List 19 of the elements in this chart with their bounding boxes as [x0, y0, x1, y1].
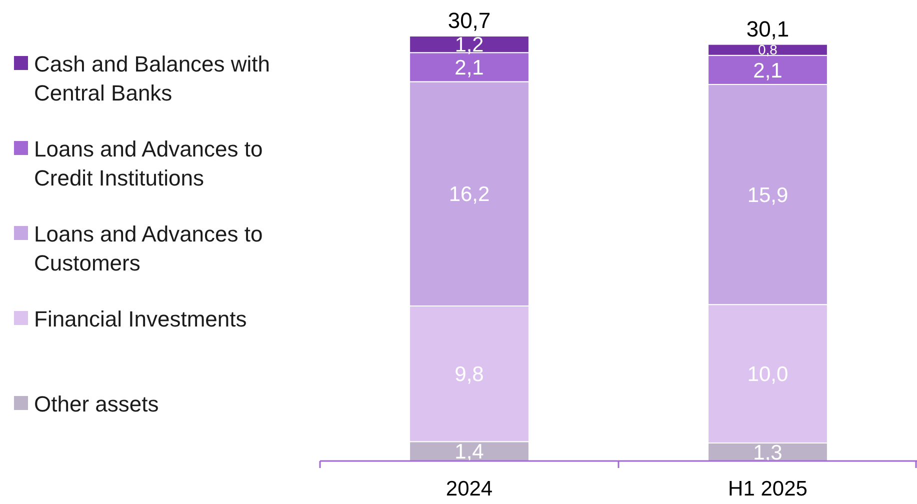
legend-label: Loans and Advances to Customers — [34, 222, 263, 276]
legend-label: Other assets — [34, 392, 159, 417]
data-label: 1,4 — [454, 440, 484, 464]
data-label: 2,1 — [753, 59, 782, 82]
data-label: 2,1 — [454, 56, 484, 80]
x-tick-label: 2024 — [446, 477, 493, 500]
data-label: 9,8 — [454, 363, 484, 386]
total-label: 30,7 — [448, 8, 491, 33]
data-label: 10,0 — [747, 363, 788, 386]
data-label: 1,2 — [454, 34, 484, 57]
legend-label: Financial Investments — [34, 306, 247, 332]
legend-label: Cash and Balances with Central Banks — [34, 52, 270, 106]
data-label: 0,8 — [758, 42, 778, 58]
legend-label: Loans and Advances to Credit Institutions — [34, 136, 263, 191]
data-label: 15,9 — [747, 184, 788, 207]
x-tick-label: H1 2025 — [728, 477, 808, 500]
data-label: 16,2 — [448, 183, 490, 206]
data-label: 1,3 — [753, 441, 782, 464]
total-label: 30,1 — [746, 16, 790, 42]
